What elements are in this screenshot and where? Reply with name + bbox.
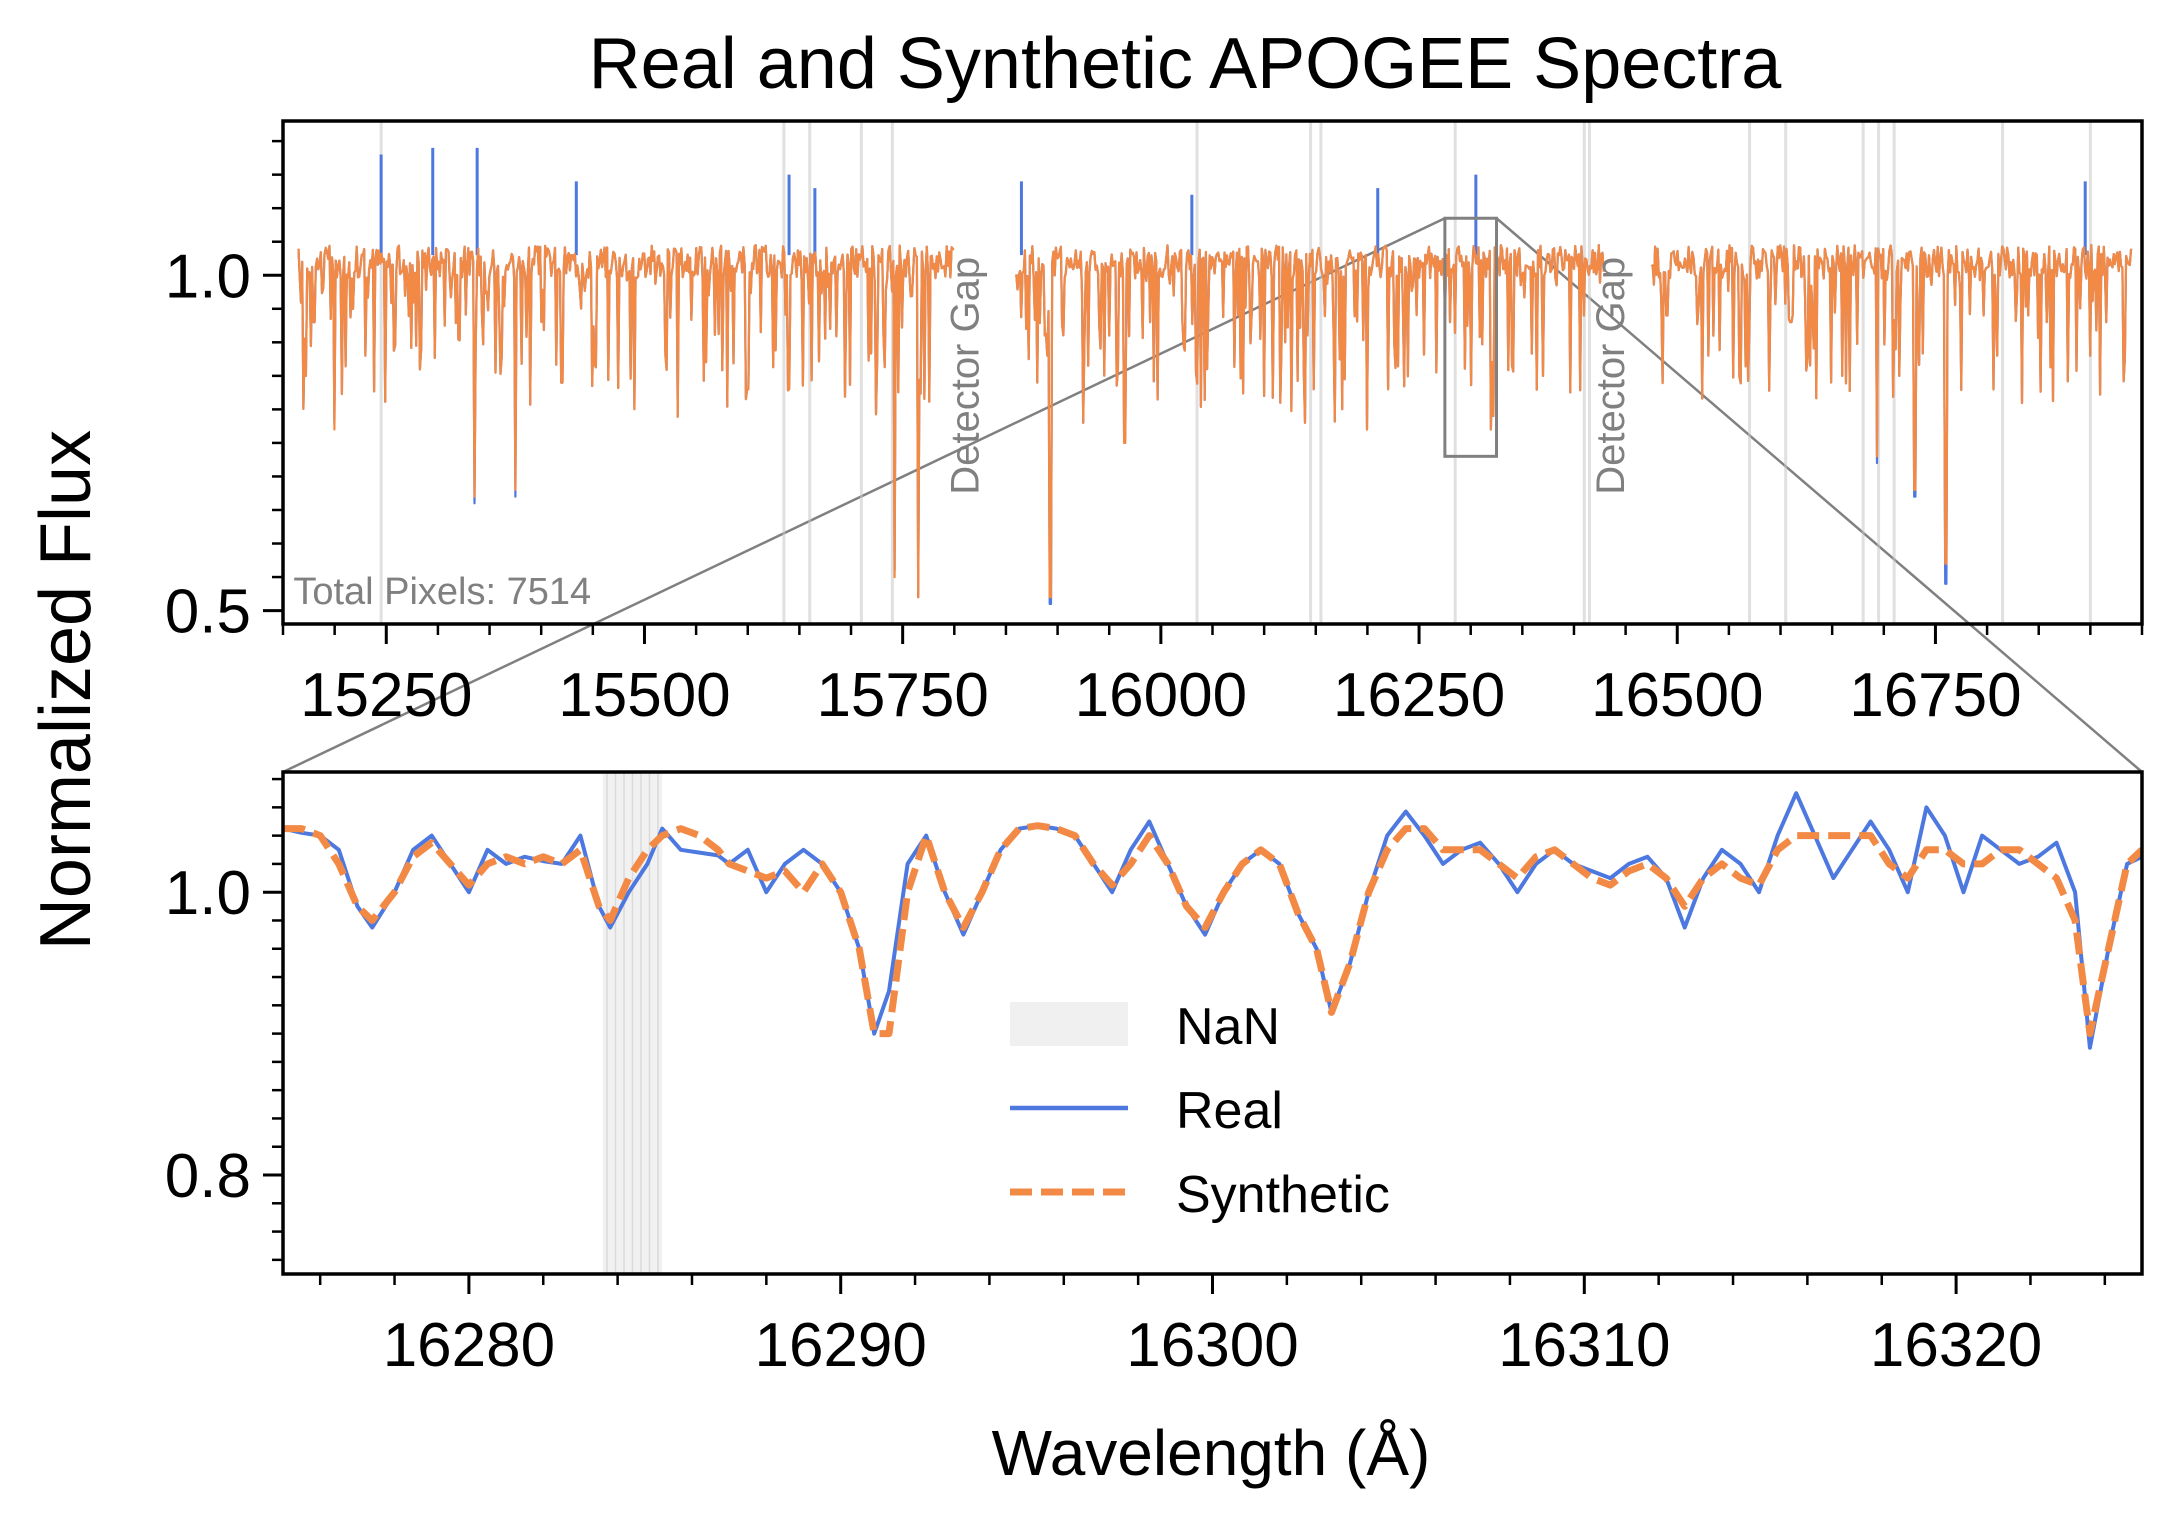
y-tick-label-top: 0.5 (165, 578, 251, 647)
y-tick-label-top: 1.0 (165, 242, 251, 311)
y-tick-label-bottom: 1.0 (165, 859, 251, 928)
bottom-panel: 16280 16290 16300 16310 16320 0.8 1.0 (165, 770, 2144, 1380)
x-tick-label-top: 16000 (1075, 661, 1247, 730)
chart-title: Real and Synthetic APOGEE Spectra (589, 24, 1783, 104)
x-axis-label: Wavelength (Å) (992, 1417, 1431, 1489)
legend-label-synthetic: Synthetic (1176, 1166, 1390, 1224)
series-synthetic-line (283, 822, 2142, 1038)
x-tick-label-bottom: 16310 (1498, 1311, 1670, 1380)
legend-label-nan: NaN (1176, 998, 1280, 1056)
x-tick-label-bottom: 16290 (754, 1311, 926, 1380)
series-synthetic-segment (297, 244, 955, 599)
series-synthetic-segment (1015, 244, 1605, 599)
x-tick-label-top: 16750 (1849, 661, 2021, 730)
detector-gap-label: Detector Gap (1589, 257, 1633, 495)
detector-gap-label: Detector Gap (944, 257, 988, 495)
zoom-box (1443, 216, 1499, 458)
y-tick-label-bottom: 0.8 (165, 1142, 251, 1211)
legend: NaN Real Synthetic (1010, 998, 1390, 1224)
y-axis-label: Normalized Flux (26, 430, 106, 950)
series-synthetic-segment (1650, 244, 2133, 565)
x-tick-label-bottom: 16320 (1870, 1311, 2042, 1380)
x-tick-label-top: 15500 (558, 661, 730, 730)
zoom-connector-right (1495, 217, 2143, 773)
total-pixels-label: Total Pixels: 7514 (293, 571, 591, 613)
x-tick-label-top: 15750 (816, 661, 988, 730)
bottom-plot-area (283, 772, 2142, 1274)
x-tick-label-top: 16250 (1333, 661, 1505, 730)
x-tick-label-top: 15250 (300, 661, 472, 730)
x-tick-label-bottom: 16280 (383, 1311, 555, 1380)
legend-nan-patch (1010, 1002, 1128, 1046)
top-panel: 15250 15500 15750 16000 16250 16500 16750 0.5 1.… (165, 119, 2144, 730)
x-tick-label-top: 16500 (1591, 661, 1763, 730)
top-plot-area (297, 121, 2133, 624)
legend-label-real: Real (1176, 1082, 1283, 1140)
x-tick-label-bottom: 16300 (1126, 1311, 1298, 1380)
